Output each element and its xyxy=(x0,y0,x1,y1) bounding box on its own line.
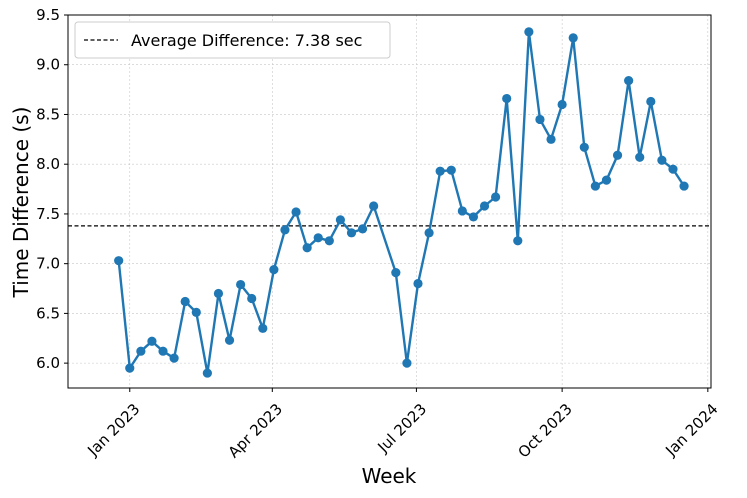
data-point xyxy=(657,155,667,165)
data-point xyxy=(125,363,135,373)
y-tick-label: 9.5 xyxy=(36,6,60,24)
data-point xyxy=(158,346,168,356)
data-point xyxy=(624,76,634,86)
data-point xyxy=(280,225,290,235)
grid-lines xyxy=(68,14,711,388)
data-point xyxy=(546,134,556,144)
data-point xyxy=(491,192,501,202)
legend-average-label: Average Difference: 7.38 sec xyxy=(131,31,362,50)
data-point xyxy=(468,212,479,222)
data-point xyxy=(413,278,423,289)
data-point xyxy=(369,201,379,211)
data-point xyxy=(191,307,201,318)
plot-frame xyxy=(67,14,712,389)
legend-box xyxy=(74,21,391,59)
data-point xyxy=(180,296,190,307)
data-point xyxy=(402,358,412,368)
x-axis-title: Week xyxy=(362,464,417,488)
y-tick-label: 9.0 xyxy=(36,56,60,74)
data-point xyxy=(679,181,689,191)
data-point xyxy=(612,150,623,160)
series-line xyxy=(117,30,686,375)
data-point xyxy=(114,256,124,266)
y-axis-ticks: 6.0 6.5 7.0 7.5 8.0 8.5 9.0 9.5 xyxy=(36,6,68,372)
data-point xyxy=(302,243,312,253)
data-point xyxy=(313,233,323,243)
x-tick-label: Oct 2023 xyxy=(514,400,575,461)
series-layer xyxy=(114,27,689,378)
data-point xyxy=(391,268,401,278)
y-axis-title: Time Difference (s) xyxy=(9,107,33,299)
data-point xyxy=(479,201,490,211)
data-point xyxy=(568,33,578,43)
y-tick-label: 7.0 xyxy=(36,255,60,273)
x-axis-ticks: Jan 2023 Apr 2023 Jul 2023 Oct 2023 Jan 2024 xyxy=(83,388,722,461)
data-point xyxy=(435,166,445,176)
data-point xyxy=(335,215,346,225)
data-point xyxy=(224,335,235,345)
data-point xyxy=(635,152,645,162)
data-point xyxy=(524,27,534,37)
data-point xyxy=(136,346,146,356)
data-point xyxy=(147,336,157,346)
data-point xyxy=(535,114,545,125)
data-point xyxy=(269,265,279,275)
legend: Average Difference: 7.38 sec xyxy=(74,21,391,59)
data-point xyxy=(513,236,523,246)
y-tick-label: 8.0 xyxy=(36,155,60,173)
x-tick-label: Jul 2023 xyxy=(374,400,431,457)
y-tick-label: 6.0 xyxy=(36,354,60,372)
data-point xyxy=(324,236,334,246)
data-point xyxy=(646,96,656,107)
data-point xyxy=(601,175,612,185)
x-tick-label: Apr 2023 xyxy=(225,400,286,461)
y-tick-label: 8.5 xyxy=(36,105,60,123)
data-point xyxy=(236,279,246,290)
data-point xyxy=(346,228,357,238)
data-point xyxy=(446,165,456,175)
data-point xyxy=(169,353,179,363)
data-point xyxy=(357,224,368,234)
data-point xyxy=(291,207,301,217)
data-point xyxy=(579,142,589,152)
data-point xyxy=(502,93,512,104)
y-tick-label: 6.5 xyxy=(36,304,60,322)
data-point xyxy=(590,181,600,191)
data-point xyxy=(247,293,257,304)
x-tick-label: Jan 2024 xyxy=(661,400,721,460)
x-tick-label: Jan 2023 xyxy=(83,400,143,460)
data-point xyxy=(557,99,567,110)
data-point xyxy=(258,323,268,333)
data-point xyxy=(202,368,212,378)
data-point xyxy=(668,164,678,174)
data-point xyxy=(213,288,224,299)
data-point xyxy=(424,228,434,238)
data-point xyxy=(457,206,467,216)
y-tick-label: 7.5 xyxy=(36,205,60,223)
